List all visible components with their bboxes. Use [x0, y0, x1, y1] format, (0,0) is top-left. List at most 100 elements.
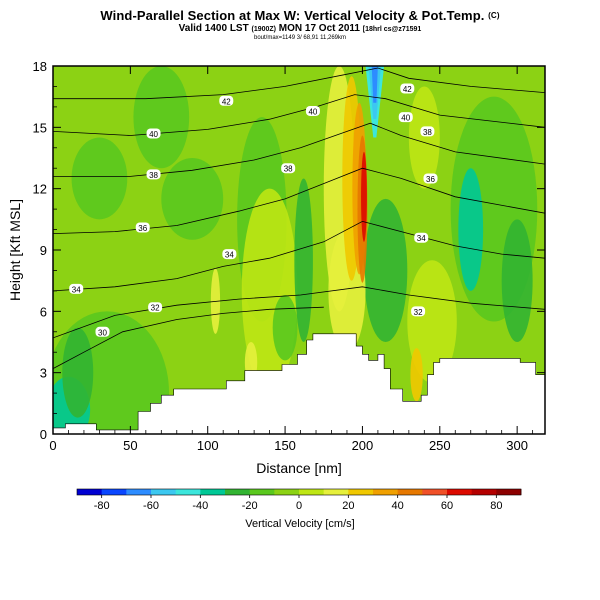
x-tick-label: 150: [274, 438, 296, 453]
y-tick-label: 9: [40, 243, 47, 258]
plot-area: 30 32 32 34 34 34 36 36 38 38 38 40 40 40 42 42: [53, 66, 545, 434]
isentrope-label-bg: [135, 222, 150, 233]
field-region-23: [410, 348, 423, 402]
colorbar-label: Vertical Velocity [cm/s]: [245, 518, 354, 530]
isentrope-label-bg: [398, 112, 413, 123]
colorbar-swatch: [249, 489, 275, 495]
y-tick-label: 3: [40, 366, 47, 381]
isentrope-label: 42: [403, 85, 412, 94]
chart-title-block: Wind-Parallel Section at Max W: Vertical…: [0, 8, 600, 42]
isentrope-line: [53, 286, 545, 339]
colorbar-swatch: [496, 489, 522, 495]
isentrope-label: 36: [426, 175, 435, 184]
field-region-14: [71, 137, 128, 220]
field-region-22: [361, 151, 367, 242]
y-tick-label: 18: [33, 59, 47, 74]
isentrope-label: 32: [151, 304, 160, 313]
isentrope-line: [53, 306, 324, 369]
isentrope-label: 32: [414, 308, 423, 317]
field-region-12: [272, 294, 298, 361]
isentrope-label-bg: [146, 128, 161, 139]
field-region-9: [501, 219, 533, 342]
colorbar-swatch: [471, 489, 497, 495]
isentrope-label: 40: [401, 114, 410, 123]
valid-time-line: Valid 1400 LST (1900Z) MON 17 Oct 2011 […: [178, 23, 422, 34]
y-tick-label: 12: [33, 182, 47, 197]
isentrope-label: 34: [417, 234, 426, 243]
colorbar-swatch: [422, 489, 448, 495]
y-tick-label: 0: [40, 427, 47, 442]
isentrope-label: 36: [138, 224, 147, 233]
colorbar-swatch: [126, 489, 152, 495]
colorbar-swatch: [373, 489, 399, 495]
isentrope-label-bg: [95, 326, 110, 337]
colorbar-swatch: [101, 489, 127, 495]
isentrope-label: 34: [72, 285, 81, 294]
isentrope-label-bg: [69, 283, 84, 294]
x-tick-label: 200: [352, 438, 374, 453]
colorbar-swatch: [323, 489, 349, 495]
colorbar-swatch: [175, 489, 201, 495]
colorbar-swatch: [348, 489, 374, 495]
x-tick-label: 100: [197, 438, 219, 453]
field-region-4: [133, 66, 190, 169]
isentrope-label: 34: [225, 251, 234, 260]
colorbar-tick-label: 0: [296, 500, 302, 512]
colorbar-swatch: [397, 489, 423, 495]
isentrope-label-bg: [281, 163, 296, 174]
isentrope-label: 38: [149, 171, 158, 180]
isentrope-label-bg: [414, 232, 429, 243]
colorbar-swatch: [299, 489, 325, 495]
isentrope-label: 30: [98, 328, 107, 337]
colorbar-swatch: [77, 489, 103, 495]
colorbar-tick-label: 60: [441, 500, 453, 512]
chart-title: Wind-Parallel Section at Max W: Vertical…: [100, 8, 500, 23]
y-axis-label: Height [Kft MSL]: [7, 199, 23, 301]
isentrope-label: 38: [284, 165, 293, 174]
isentrope-line: [53, 122, 545, 177]
isentrope-line: [53, 220, 545, 292]
isentrope-label-bg: [423, 173, 438, 184]
colorbar-tick-label: -20: [242, 500, 258, 512]
field-region-25: [408, 86, 440, 189]
x-tick-label: 50: [123, 438, 137, 453]
x-axis-label: Distance [nm]: [256, 460, 342, 476]
field-region-3: [62, 327, 94, 418]
isentrope-label-bg: [400, 83, 415, 94]
field-region-13: [294, 178, 313, 342]
isentrope-label-bg: [411, 306, 426, 317]
colorbar-swatch: [225, 489, 251, 495]
field-region-6: [363, 198, 408, 342]
isentrope-label-bg: [420, 126, 435, 137]
colorbar-tick-label: -60: [143, 500, 159, 512]
isentrope-label-bg: [219, 95, 234, 106]
colorbar-tick-label: 80: [490, 500, 502, 512]
colorbar-swatch: [151, 489, 177, 495]
field-region-5: [161, 158, 224, 240]
downdraft-streak-3: [371, 66, 378, 103]
colorbar-tick-label: 20: [342, 500, 354, 512]
colorbar: -80 -60 -40 -20 0 20 40 60 80: [76, 488, 522, 512]
field-region-8: [458, 168, 484, 291]
isentrope-label-bg: [305, 105, 320, 116]
colorbar-swatch: [274, 489, 300, 495]
x-tick-label: 250: [429, 438, 451, 453]
isentrope-label-bg: [146, 169, 161, 180]
isentrope-label: 40: [149, 130, 158, 139]
potential-temperature-contours: 30 32 32 34 34 34 36 36 38 38 38 40 40 40 42 42: [53, 67, 545, 369]
isentrope-line: [53, 67, 545, 100]
isentrope-label-bg: [222, 249, 237, 260]
colorbar-tick-label: -40: [192, 500, 208, 512]
y-tick-label: 6: [40, 304, 47, 319]
colorbar-swatch: [200, 489, 226, 495]
terrain-mask: [53, 333, 545, 434]
x-tick-label: 300: [506, 438, 528, 453]
info-subline: bout/max=1149 3/ 68,91 11,269km: [253, 35, 346, 41]
isentrope-label: 38: [423, 128, 432, 137]
colorbar-tick-label: 40: [392, 500, 404, 512]
colorbar-swatch: [447, 489, 473, 495]
isentrope-label: 40: [308, 107, 317, 116]
y-tick-label: 15: [33, 120, 47, 135]
